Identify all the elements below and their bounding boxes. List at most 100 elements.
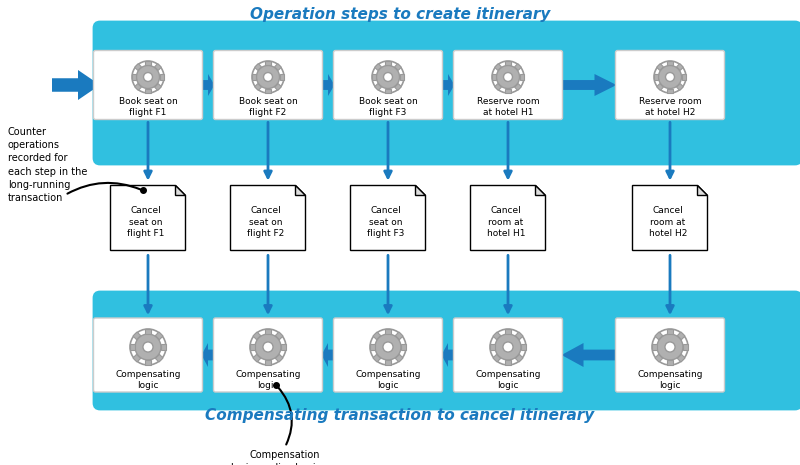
Polygon shape: [562, 74, 617, 96]
Polygon shape: [275, 354, 283, 362]
FancyBboxPatch shape: [94, 51, 202, 120]
FancyBboxPatch shape: [615, 51, 725, 120]
FancyBboxPatch shape: [454, 51, 562, 120]
Polygon shape: [274, 64, 282, 70]
Polygon shape: [415, 186, 426, 195]
Polygon shape: [515, 332, 523, 339]
Polygon shape: [385, 360, 391, 365]
Polygon shape: [145, 360, 151, 365]
Polygon shape: [265, 360, 271, 365]
Circle shape: [143, 73, 153, 81]
Text: Compensating
logic: Compensating logic: [115, 370, 181, 390]
Polygon shape: [682, 74, 686, 80]
Polygon shape: [322, 343, 334, 367]
Polygon shape: [493, 332, 501, 339]
Polygon shape: [505, 329, 511, 334]
Polygon shape: [654, 74, 658, 80]
Polygon shape: [372, 74, 376, 80]
Polygon shape: [395, 354, 403, 362]
Polygon shape: [490, 344, 494, 350]
Text: Book seat on
flight F1: Book seat on flight F1: [118, 97, 178, 117]
Text: Compensating transaction to cancel itinerary: Compensating transaction to cancel itine…: [206, 407, 594, 423]
Circle shape: [497, 66, 519, 88]
Polygon shape: [667, 89, 673, 93]
Polygon shape: [535, 186, 546, 195]
Circle shape: [495, 334, 521, 360]
FancyBboxPatch shape: [334, 51, 442, 120]
Polygon shape: [133, 354, 141, 362]
Circle shape: [665, 342, 675, 352]
Polygon shape: [506, 89, 510, 93]
Polygon shape: [202, 343, 214, 367]
Text: Compensating
logic: Compensating logic: [235, 370, 301, 390]
Polygon shape: [562, 343, 617, 367]
Text: Cancel
seat on
flight F2: Cancel seat on flight F2: [247, 206, 285, 238]
Text: Reserve room
at hotel H1: Reserve room at hotel H1: [477, 97, 539, 117]
Polygon shape: [154, 84, 162, 90]
Polygon shape: [386, 89, 390, 93]
Polygon shape: [202, 74, 214, 96]
Circle shape: [263, 73, 273, 81]
Polygon shape: [677, 84, 683, 90]
Polygon shape: [374, 64, 382, 70]
FancyBboxPatch shape: [334, 318, 442, 392]
Circle shape: [257, 66, 279, 88]
Polygon shape: [515, 354, 523, 362]
Polygon shape: [374, 84, 382, 90]
Polygon shape: [667, 360, 673, 365]
Polygon shape: [394, 64, 402, 70]
Circle shape: [377, 66, 399, 88]
Polygon shape: [162, 344, 166, 350]
FancyBboxPatch shape: [94, 22, 800, 164]
Polygon shape: [385, 329, 391, 334]
Polygon shape: [442, 74, 454, 96]
Polygon shape: [134, 84, 142, 90]
Polygon shape: [442, 343, 454, 367]
Polygon shape: [633, 186, 707, 251]
Polygon shape: [146, 60, 150, 65]
Polygon shape: [370, 344, 374, 350]
Polygon shape: [265, 329, 271, 334]
Polygon shape: [322, 74, 334, 96]
Text: Cancel
seat on
flight F3: Cancel seat on flight F3: [367, 206, 405, 238]
FancyBboxPatch shape: [214, 51, 322, 120]
Polygon shape: [373, 354, 381, 362]
Circle shape: [383, 73, 393, 81]
Polygon shape: [155, 332, 163, 339]
Polygon shape: [657, 84, 663, 90]
Polygon shape: [655, 354, 662, 362]
Text: Cancel
room at
hotel H1: Cancel room at hotel H1: [486, 206, 526, 238]
Text: Book seat on
flight F3: Book seat on flight F3: [358, 97, 418, 117]
Circle shape: [143, 342, 153, 352]
Polygon shape: [130, 344, 134, 350]
Polygon shape: [470, 186, 546, 251]
FancyBboxPatch shape: [94, 292, 800, 409]
Polygon shape: [505, 360, 511, 365]
Polygon shape: [678, 354, 685, 362]
Polygon shape: [667, 60, 673, 65]
Polygon shape: [683, 344, 688, 350]
Polygon shape: [493, 354, 501, 362]
Polygon shape: [250, 344, 254, 350]
FancyBboxPatch shape: [94, 318, 202, 392]
Text: Cancel
room at
hotel H2: Cancel room at hotel H2: [649, 206, 687, 238]
Polygon shape: [350, 186, 426, 251]
Polygon shape: [657, 64, 663, 70]
Polygon shape: [520, 74, 524, 80]
Polygon shape: [295, 186, 306, 195]
Circle shape: [375, 334, 401, 360]
Polygon shape: [266, 60, 270, 65]
Polygon shape: [514, 84, 522, 90]
Polygon shape: [492, 74, 496, 80]
Polygon shape: [402, 344, 406, 350]
Text: Compensating
logic: Compensating logic: [638, 370, 702, 390]
Polygon shape: [132, 74, 136, 80]
Text: Counter
operations
recorded for
each step in the
long-running
transaction: Counter operations recorded for each ste…: [8, 127, 87, 203]
Text: Operation steps to create itinerary: Operation steps to create itinerary: [250, 7, 550, 21]
Polygon shape: [655, 332, 662, 339]
Polygon shape: [110, 186, 186, 251]
Circle shape: [503, 342, 513, 352]
Circle shape: [503, 73, 513, 81]
Text: Reserve room
at hotel H2: Reserve room at hotel H2: [638, 97, 702, 117]
Text: Cancel
seat on
flight F1: Cancel seat on flight F1: [127, 206, 165, 238]
